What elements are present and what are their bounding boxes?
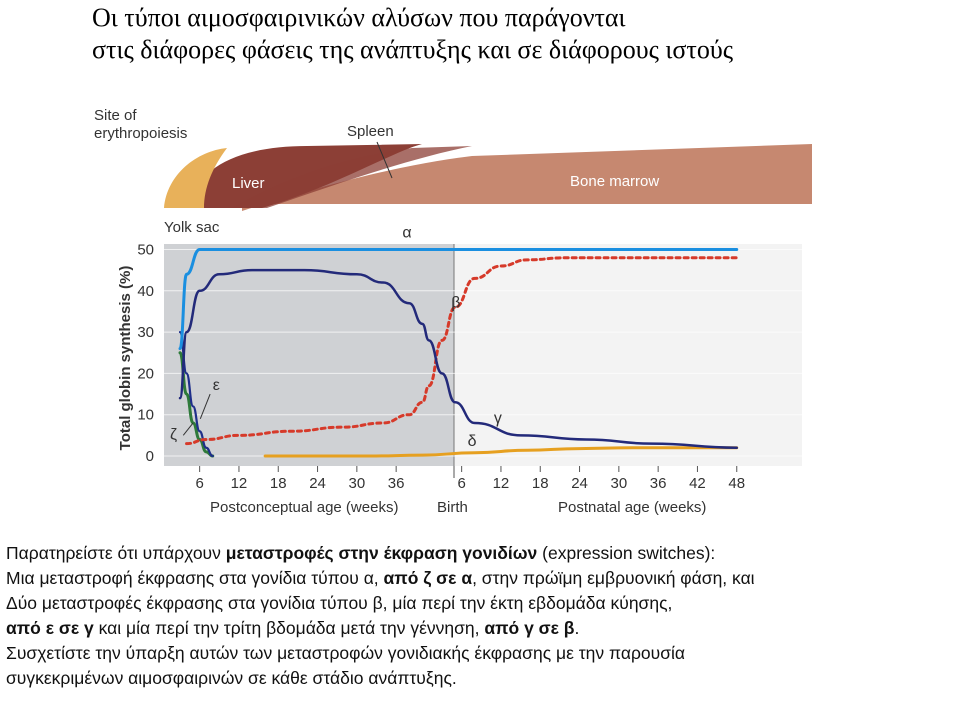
x-tick-post-6: 6 [457, 475, 465, 492]
x-tick-post-30: 30 [611, 475, 628, 492]
note-4a: από ε σε γ [6, 618, 94, 638]
title-line-1: Οι τύποι αιμοσφαιρινικών αλύσων που παρά… [92, 3, 626, 32]
series-line-delta [263, 446, 739, 458]
site-label-liver: Liver [232, 175, 265, 192]
globin-synthesis-chart: Site of erythropoiesis Liver Spleen Bone… [94, 107, 812, 516]
x-axis: 6 12 18 24 30 36 6 12 18 24 30 36 42 48 [195, 466, 745, 492]
sites-label-line2: erythropoiesis [94, 125, 187, 142]
y-tick-10: 10 [137, 407, 154, 424]
note-line-5: Συσχετίστε την ύπαρξη αυτών των μεταστρο… [6, 643, 686, 663]
y-tick-0: 0 [146, 448, 154, 465]
slide-title: Οι τύποι αιμοσφαιρινικών αλύσων που παρά… [92, 2, 932, 66]
site-of-erythropoiesis-label: Site of erythropoiesis [94, 107, 187, 142]
note-4c: από γ σε β [484, 618, 575, 638]
prenatal-panel [164, 244, 454, 466]
series-line-epsilon [178, 331, 214, 458]
y-tick-30: 30 [137, 324, 154, 341]
series-layer [178, 247, 739, 458]
x-tick-pre-30: 30 [349, 475, 366, 492]
x-tick-post-42: 42 [689, 475, 706, 492]
y-axis: 0 10 20 30 40 50 [137, 242, 154, 466]
yolk-sac-band [164, 148, 227, 208]
site-label-bone-marrow: Bone marrow [570, 173, 659, 190]
series-label-gamma: γ [494, 410, 502, 427]
note-2c: , στην πρώϊμη εμβρυονική φάση, και [472, 568, 755, 588]
series-line-zeta [178, 351, 215, 458]
explanation-text: Παρατηρείστε ότι υπάρχουν μεταστροφές στ… [6, 541, 956, 691]
note-line-4: από ε σε γ και μία περί την τρίτη βδομάδ… [6, 616, 956, 641]
bone-marrow-band [242, 144, 812, 211]
y-tick-40: 40 [137, 283, 154, 300]
y-axis-title: Total globin synthesis (%) [117, 266, 134, 451]
series-line-gamma [178, 268, 738, 449]
series-label-delta: δ [468, 433, 477, 450]
x-tick-pre-36: 36 [388, 475, 405, 492]
zeta-leader [182, 422, 194, 436]
x-tick-pre-24: 24 [309, 475, 326, 492]
postnatal-panel [454, 244, 802, 466]
note-4d: . [574, 618, 580, 638]
note-2b: από ζ σε α [383, 568, 473, 588]
birth-label: Birth [437, 499, 468, 516]
note-2a: Μια μεταστροφή έκφρασης στα γονίδια τύπο… [6, 568, 384, 588]
spleen-band [232, 146, 472, 208]
site-label-spleen: Spleen [347, 123, 394, 140]
title-line-2: στις διάφορες φάσεις της ανάπτυξης και σ… [92, 35, 734, 64]
site-label-yolk-sac: Yolk sac [164, 219, 220, 236]
note-line-2: Μια μεταστροφή έκφρασης στα γονίδια τύπο… [6, 566, 956, 591]
series-label-zeta: ζ [170, 426, 177, 443]
y-tick-20: 20 [137, 365, 154, 382]
sites-label-line1: Site of [94, 107, 137, 124]
spleen-leader-line [376, 141, 393, 179]
series-label-alpha: α [402, 225, 411, 242]
x-tick-post-18: 18 [532, 475, 549, 492]
series-labels: α γ β ε ζ δ [170, 225, 502, 451]
series-label-epsilon: ε [213, 377, 220, 394]
epsilon-leader [199, 393, 211, 420]
note-line-6: συγκεκριμένων αιμοσφαιρινών σε κάθε στάδ… [6, 668, 457, 688]
x-tick-pre-6: 6 [195, 475, 203, 492]
x-tick-post-24: 24 [571, 475, 588, 492]
note-line-3: Δύο μεταστροφές έκφρασης στα γονίδια τύπ… [6, 593, 673, 613]
series-label-beta: β [451, 294, 460, 311]
x-tick-pre-18: 18 [270, 475, 287, 492]
x-tick-post-48: 48 [728, 475, 745, 492]
note-1c: (expression switches): [537, 543, 716, 563]
x-tick-post-12: 12 [493, 475, 510, 492]
note-line-1: Παρατηρείστε ότι υπάρχουν μεταστροφές στ… [6, 541, 956, 566]
x-tick-post-36: 36 [650, 475, 667, 492]
note-4b: και μία περί την τρίτη βδομάδα μετά την … [93, 618, 485, 638]
x-tick-pre-12: 12 [231, 475, 248, 492]
note-1b: μεταστροφές στην έκφραση γονιδίων [225, 543, 538, 563]
y-tick-50: 50 [137, 242, 154, 259]
note-1a: Παρατηρείστε ότι υπάρχουν [6, 543, 226, 563]
x-axis-title-prenatal: Postconceptual age (weeks) [210, 499, 398, 516]
erythropoiesis-sites: Site of erythropoiesis Liver Spleen Bone… [94, 107, 812, 236]
x-axis-title-postnatal: Postnatal age (weeks) [558, 499, 706, 516]
series-line-alpha [178, 247, 739, 351]
